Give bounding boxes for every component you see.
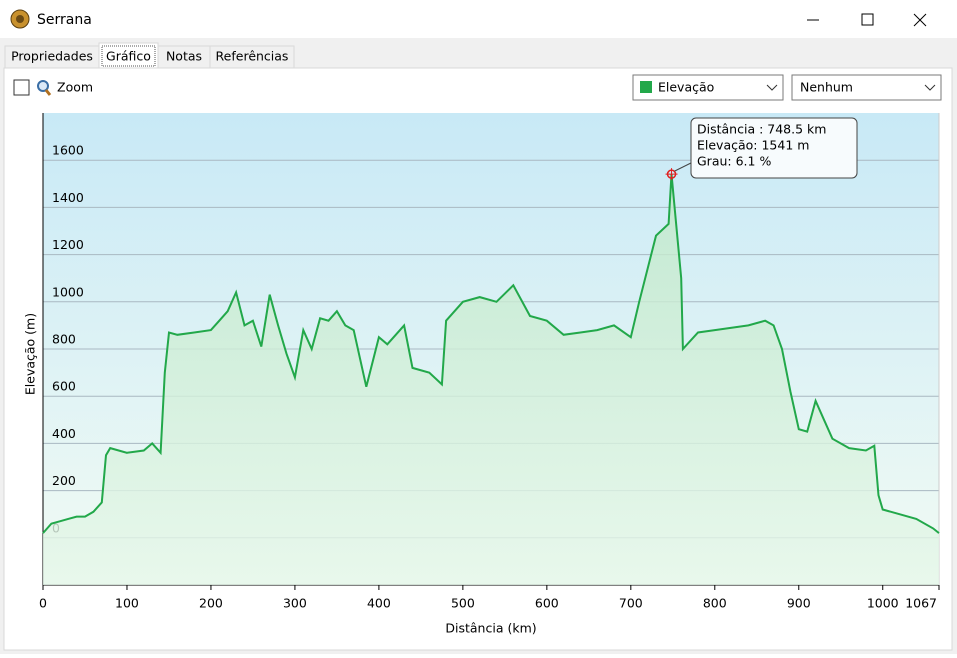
elevation-line [42, 174, 940, 534]
zoom-icon-handle [44, 89, 52, 96]
app-icon-center [16, 15, 24, 23]
x-tick-label: 600 [535, 596, 559, 611]
tooltip-box [690, 117, 858, 179]
window-title: Serrana [37, 12, 92, 28]
x-axis-label: Distância (km) [445, 621, 536, 636]
area-fill [43, 174, 939, 585]
x-tick-label: 200 [199, 596, 223, 611]
y-tick-label: 1200 [52, 237, 84, 252]
second-select[interactable] [791, 74, 942, 101]
close-button[interactable] [913, 13, 927, 27]
tab-label: Notas [166, 49, 202, 64]
x-tick-label: 800 [703, 596, 727, 611]
second-select-text: Nenhum [800, 80, 853, 95]
tab-label: Gráfico [106, 49, 151, 64]
tooltip-crosshair [665, 168, 678, 181]
tab-label: Propriedades [11, 49, 93, 64]
zoom-label: Zoom [57, 80, 93, 95]
y-tick-label: 1600 [52, 143, 84, 158]
x-tick-label: 400 [367, 596, 391, 611]
y-tick-label: 400 [52, 426, 76, 441]
x-tick-label: 0 [39, 596, 47, 611]
title-bar [0, 0, 957, 38]
tab-focus [101, 45, 156, 67]
dropdown-arrow [924, 84, 936, 91]
y-tick-label: 1400 [52, 190, 84, 205]
x-tick-label: 900 [787, 596, 811, 611]
dropdown-arrow [766, 84, 778, 91]
series-select[interactable] [632, 74, 784, 101]
tooltip-line: Grau: 6.1 % [697, 154, 771, 169]
series-swatch [640, 81, 652, 93]
tooltip-line: Elevação: 1541 m [697, 138, 809, 153]
tooltip-line: Distância : 748.5 km [697, 122, 826, 137]
zoom-icon [37, 80, 49, 92]
y-tick-label: 800 [52, 332, 76, 347]
y-tick-label: 600 [52, 379, 76, 394]
x-tick-label: 1067 [905, 596, 937, 611]
y-tick-label: 200 [52, 473, 76, 488]
tab-label: Referências [216, 49, 289, 64]
series-select-text: Elevação [658, 80, 714, 95]
x-tick-label: 100 [115, 596, 139, 611]
x-tick-label: 300 [283, 596, 307, 611]
maximize-button[interactable] [861, 13, 874, 26]
x-tick-label: 700 [619, 596, 643, 611]
zoom-checkbox[interactable] [13, 79, 30, 96]
x-tick-label: 500 [451, 596, 475, 611]
y-axis-label: Elevação (m) [23, 313, 38, 395]
y-tick-label: 1000 [52, 284, 84, 299]
x-tick-label: 1000 [867, 596, 899, 611]
